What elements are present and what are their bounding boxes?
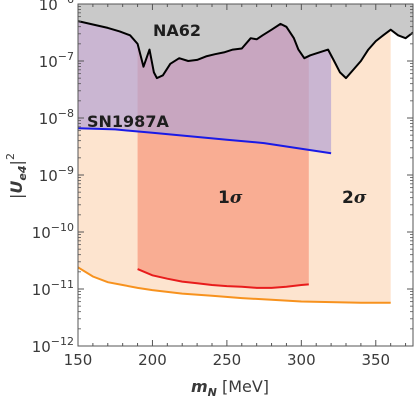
na62-label: NA62 — [153, 21, 201, 40]
y-tick-label-base: 10 — [39, 0, 58, 14]
x-axis-title: mN [MeV] — [191, 377, 269, 399]
y-tick-label-exp: −12 — [51, 335, 74, 348]
x-axis-title-unit: [MeV] — [217, 377, 269, 396]
two-sigma-sym: σ — [354, 188, 367, 208]
x-tick-label: 300 — [287, 351, 316, 369]
y-tick-label-base: 10 — [32, 338, 51, 356]
y-axis-title: |Ue4|2 — [4, 153, 29, 199]
x-axis-title-sub: N — [208, 386, 217, 399]
y-tick-label: 10−11 — [32, 278, 74, 299]
y-tick-label-exp: −8 — [58, 107, 74, 120]
x-axis-title-text: mN [MeV] — [191, 377, 269, 399]
y-tick-label-base: 10 — [39, 110, 58, 128]
x-tick-label: 200 — [138, 351, 167, 369]
one-sigma-label: 1σ — [218, 188, 243, 208]
x-tick-label: 350 — [361, 351, 390, 369]
y-tick-label: 10−6 — [39, 0, 74, 14]
y-tick-label-base: 10 — [32, 224, 51, 242]
sn1987a-label: SN1987A — [87, 112, 169, 131]
x-axis-title-main: m — [191, 377, 208, 396]
axes: 15020025030035010−610−710−810−910−1010−1… — [32, 0, 413, 369]
curve-sn1987a — [78, 127, 332, 155]
one-sigma-sym: σ — [230, 188, 243, 208]
y-tick-label-base: 10 — [39, 53, 58, 71]
x-tick-label: 250 — [213, 351, 242, 369]
y-tick-label-exp: −9 — [58, 164, 74, 177]
y-tick-label: 10−10 — [32, 221, 74, 242]
y-tick-label-exp: −7 — [58, 50, 74, 63]
y-tick-label-exp: −6 — [58, 0, 74, 6]
plot-area — [78, 4, 413, 304]
one-sigma-num: 1 — [218, 188, 230, 208]
y-tick-label-exp: −10 — [51, 221, 74, 234]
curve-1sigma-lower — [137, 268, 309, 289]
curve-na62 — [78, 20, 413, 80]
y-tick-label-exp: −11 — [51, 278, 74, 291]
region-na62 — [78, 4, 413, 79]
annotations: NA62 SN1987A 1σ 2σ — [87, 21, 367, 208]
y-tick-label: 10−9 — [39, 164, 74, 185]
y-axis-title-text: |Ue4|2 — [4, 153, 29, 199]
curve-2sigma-lower — [78, 266, 391, 304]
y-tick-label-base: 10 — [39, 167, 58, 185]
two-sigma-num: 2 — [342, 188, 354, 208]
y-tick-label: 10−7 — [39, 50, 74, 71]
y-tick-label-base: 10 — [32, 281, 51, 299]
y-tick-label: 10−12 — [32, 335, 74, 356]
x-tick-label: 150 — [64, 351, 93, 369]
two-sigma-label: 2σ — [342, 188, 367, 208]
y-tick-label: 10−8 — [39, 107, 74, 128]
